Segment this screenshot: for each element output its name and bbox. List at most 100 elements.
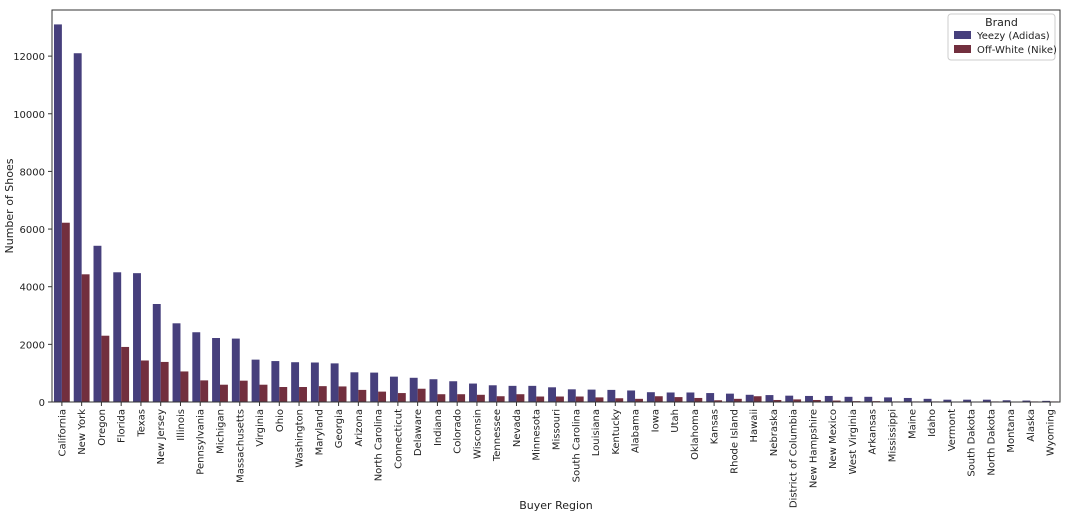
bar-yeezy-new-hampshire (805, 396, 813, 402)
bar-offwhite-utah (675, 397, 683, 402)
x-tick-label: Minnesota (532, 409, 543, 461)
legend: Brand Yeezy (Adidas)Off-White (Nike) (948, 14, 1057, 60)
x-tick-label: Kentucky (611, 409, 622, 455)
bar-yeezy-new-mexico (825, 396, 833, 402)
bar-offwhite-massachusetts (240, 381, 248, 402)
bar-offwhite-arizona (358, 390, 366, 402)
bar-offwhite-missouri (556, 397, 564, 402)
bar-yeezy-virginia (252, 360, 260, 402)
bar-offwhite-minnesota (536, 397, 544, 402)
bar-yeezy-wisconsin (469, 384, 477, 402)
bar-yeezy-maryland (311, 363, 319, 402)
bar-yeezy-pennsylvania (192, 332, 200, 402)
bar-yeezy-arkansas (864, 397, 872, 402)
bar-yeezy-mississippi (884, 397, 892, 402)
legend-swatch (954, 31, 971, 39)
x-tick-label: New York (77, 409, 88, 455)
bar-yeezy-washington (291, 362, 299, 402)
bar-offwhite-pennsylvania (200, 380, 208, 402)
bar-yeezy-south-carolina (568, 389, 576, 402)
bar-yeezy-new-jersey (153, 304, 161, 402)
x-tick-label: Tennessee (492, 409, 503, 462)
x-tick-label: Alaska (1026, 409, 1037, 442)
x-tick-label: Missouri (552, 409, 563, 450)
bar-yeezy-tennessee (489, 385, 497, 402)
bar-yeezy-utah (667, 392, 675, 402)
bar-offwhite-virginia (260, 385, 268, 402)
x-tick-label: Kansas (710, 409, 721, 444)
x-tick-label: Illinois (176, 409, 187, 441)
bar-yeezy-georgia (331, 363, 339, 402)
x-tick-label: Utah (670, 409, 681, 433)
x-tick-label: Connecticut (393, 409, 404, 469)
x-tick-label: Texas (136, 409, 147, 438)
bar-yeezy-nevada (509, 386, 517, 402)
bar-offwhite-florida (121, 347, 129, 402)
x-axis-label: Buyer Region (519, 499, 592, 512)
x-tick-label: Iowa (650, 409, 661, 432)
bar-offwhite-indiana (437, 394, 445, 402)
bar-yeezy-florida (113, 272, 121, 402)
bar-offwhite-hawaii (754, 396, 762, 402)
x-tick-label: Rhode Island (729, 409, 740, 474)
bar-offwhite-ohio (279, 387, 287, 402)
x-tick-label: Maine (907, 409, 918, 439)
bar-yeezy-nebraska (766, 395, 774, 402)
x-tick-label: Oregon (97, 409, 108, 446)
bar-yeezy-oregon (94, 246, 102, 402)
x-tick-label: New Hampshire (808, 409, 819, 488)
x-tick-label: Montana (1006, 409, 1017, 453)
x-tick-label: Mississippi (888, 409, 899, 462)
bar-yeezy-kentucky (607, 390, 615, 402)
bar-yeezy-new-york (74, 53, 82, 402)
bar-offwhite-north-carolina (378, 392, 386, 402)
y-tick-label: 2000 (20, 340, 45, 351)
x-tick-label: South Carolina (571, 409, 582, 482)
bar-offwhite-nevada (516, 394, 524, 402)
bar-yeezy-hawaii (746, 395, 754, 402)
bar-offwhite-louisiana (596, 397, 604, 402)
x-tick-label: Virginia (255, 409, 266, 447)
bar-offwhite-colorado (457, 394, 465, 402)
bar-offwhite-south-carolina (576, 397, 584, 402)
x-tick-label: Florida (117, 409, 128, 443)
x-tick-label: Louisiana (591, 409, 602, 456)
x-tick-label: Vermont (947, 409, 958, 451)
y-tick-label: 6000 (20, 225, 45, 236)
x-tick-label: New Jersey (156, 409, 167, 465)
bar-yeezy-missouri (548, 387, 556, 402)
y-tick-label: 4000 (20, 283, 45, 294)
bar-yeezy-delaware (410, 378, 418, 402)
bar-yeezy-maine (904, 398, 912, 402)
bar-yeezy-illinois (173, 323, 181, 402)
x-tick-label: Hawaii (749, 409, 760, 443)
x-tick-label: Delaware (413, 409, 424, 456)
x-tick-label: Arkansas (868, 409, 879, 455)
bar-yeezy-michigan (212, 338, 220, 402)
bar-offwhite-oklahoma (694, 398, 702, 402)
bar-offwhite-new-york (82, 274, 90, 402)
bar-yeezy-ohio (271, 361, 279, 402)
y-tick-label: 8000 (20, 167, 45, 178)
bar-yeezy-iowa (647, 392, 655, 402)
bar-yeezy-louisiana (588, 390, 596, 402)
bar-yeezy-california (54, 24, 62, 402)
bar-yeezy-district-of-columbia (785, 396, 793, 402)
bar-offwhite-california (62, 223, 70, 402)
bar-offwhite-maryland (319, 386, 327, 402)
x-tick-label: North Carolina (374, 409, 385, 481)
bar-offwhite-kentucky (615, 398, 623, 402)
bar-yeezy-texas (133, 273, 141, 402)
x-tick-label: Michigan (216, 409, 227, 454)
x-tick-label: District of Columbia (789, 409, 800, 508)
x-tick-label: West Virginia (848, 409, 859, 474)
bar-yeezy-west-virginia (845, 397, 853, 402)
bar-offwhite-delaware (418, 389, 426, 402)
x-tick-label: New Mexico (828, 409, 839, 469)
x-tick-label: Idaho (927, 409, 938, 437)
bar-yeezy-massachusetts (232, 339, 240, 402)
x-tick-label: Washington (295, 409, 306, 468)
